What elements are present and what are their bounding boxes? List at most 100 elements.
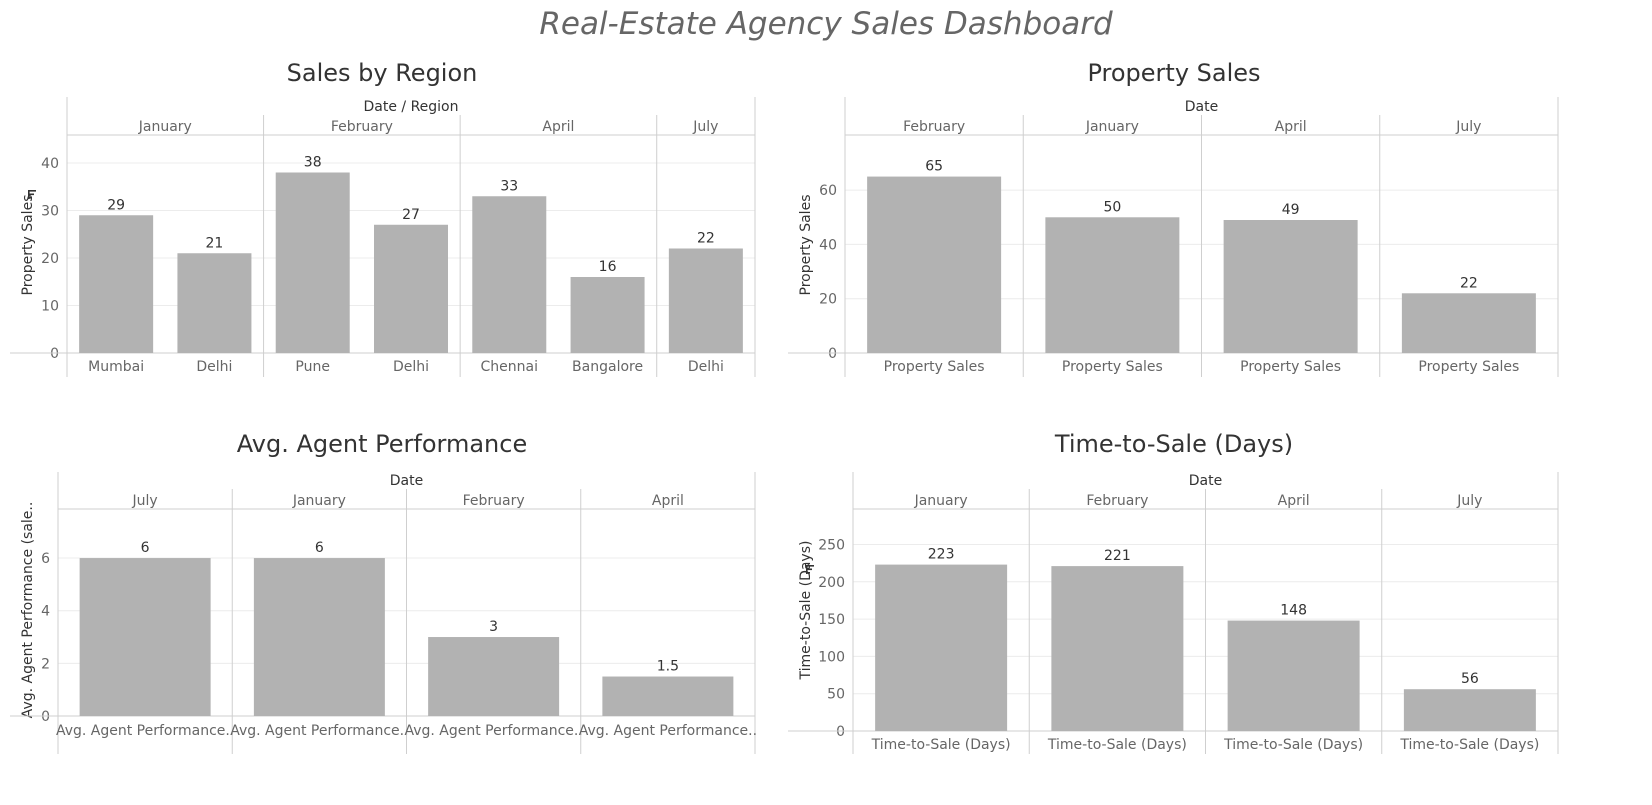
category-label: Delhi (688, 359, 724, 375)
column-header: Date (1189, 473, 1222, 489)
chart-title: Property Sales (1087, 59, 1260, 87)
bar (428, 637, 560, 716)
y-axis-label: Time-to-Sale (Days) (798, 541, 814, 681)
bar (875, 564, 1008, 731)
bar-value-label: 3 (489, 619, 498, 635)
chart-title: Time-to-Sale (Days) (1054, 430, 1293, 458)
bar-value-label: 16 (599, 259, 617, 275)
bar-value-label: 27 (402, 207, 420, 223)
bar (1401, 293, 1536, 353)
y-tick-label: 250 (818, 537, 845, 553)
sort-icon (806, 565, 814, 574)
y-tick-label: 200 (818, 575, 845, 591)
category-label: Time-to-Sale (Days) (1047, 737, 1187, 753)
category-label: Delhi (393, 359, 429, 375)
y-tick-label: 100 (818, 649, 845, 665)
bar-value-label: 22 (697, 231, 715, 247)
category-label: Time-to-Sale (Days) (871, 737, 1011, 753)
group-label: April (652, 493, 684, 509)
group-label: February (903, 119, 965, 135)
column-header: Date (390, 473, 423, 489)
category-label: Property Sales (1418, 359, 1519, 375)
bar-value-label: 56 (1461, 671, 1479, 687)
y-tick-label: 40 (819, 237, 837, 253)
group-label: January (138, 119, 192, 135)
category-label: Avg. Agent Performance.. (579, 723, 757, 739)
bar-value-label: 6 (141, 540, 150, 556)
category-label: Bangalore (572, 359, 643, 375)
category-label: Avg. Agent Performance.. (404, 723, 582, 739)
bar-value-label: 21 (206, 235, 224, 251)
chart-title: Sales by Region (287, 59, 478, 87)
bar (275, 172, 350, 353)
chart-svg: Property Sales Date 0 20 40 60 Property Sales F… (788, 59, 1559, 377)
y-tick-label: 60 (819, 183, 837, 199)
sort-icon-bar (806, 565, 808, 574)
category-label: Property Sales (884, 359, 985, 375)
bar (177, 253, 252, 353)
y-tick-label: 20 (819, 292, 837, 308)
sales-by-region-chart: Sales by Region Date / Region 0 10 20 30 40 Pro… (10, 55, 756, 385)
bar-value-label: 29 (107, 197, 125, 213)
dashboard-title: Real-Estate Agency Sales Dashboard (539, 6, 1113, 42)
sort-icon-bar (806, 565, 814, 567)
category-label: Chennai (481, 359, 538, 375)
bar (570, 277, 645, 353)
group-label: July (132, 493, 158, 509)
group-label: April (542, 119, 574, 135)
group-label: January (914, 493, 968, 509)
bar (668, 248, 743, 353)
y-tick-label: 40 (41, 156, 59, 172)
group-label: January (292, 493, 346, 509)
group-label: July (692, 119, 718, 135)
group-label: April (1278, 493, 1310, 509)
bar (374, 224, 448, 353)
y-axis-label: Property Sales (798, 195, 814, 296)
bar (79, 558, 211, 716)
property-sales-chart: Property Sales Date 0 20 40 60 Property Sales F… (788, 55, 1559, 385)
group-label: July (1455, 119, 1481, 135)
bar-value-label: 223 (928, 547, 955, 563)
column-header: Date / Region (363, 99, 458, 115)
y-axis-label: Avg. Agent Performance (sale.. (20, 502, 36, 719)
sort-icon-bar (28, 197, 32, 199)
bar (79, 215, 154, 353)
bar-value-label: 49 (1282, 202, 1300, 218)
y-tick-label: 30 (41, 204, 59, 220)
sort-icon-bar (806, 568, 812, 571)
bar (602, 676, 734, 716)
chart-title: Avg. Agent Performance (237, 430, 527, 458)
bar (1051, 566, 1184, 731)
bar-value-label: 33 (500, 178, 518, 194)
y-tick-label: 0 (836, 724, 845, 740)
y-tick-label: 6 (41, 551, 50, 567)
y-axis-label: Property Sales (20, 195, 36, 296)
y-tick-label: 50 (827, 687, 845, 703)
y-tick-label: 150 (818, 612, 845, 628)
category-label: Property Sales (1240, 359, 1341, 375)
bar (1227, 620, 1360, 731)
bar (472, 196, 547, 353)
bar-value-label: 22 (1460, 275, 1478, 291)
bar (867, 176, 1002, 353)
category-label: Time-to-Sale (Days) (1223, 737, 1363, 753)
bar (253, 558, 385, 716)
sort-icon-bar (806, 572, 810, 574)
chart-svg: Time-to-Sale (Days)Date050100150200250Ti… (788, 430, 1559, 754)
y-tick-label: 2 (41, 656, 50, 672)
sort-icon-bar (28, 190, 30, 199)
category-label: Time-to-Sale (Days) (1399, 737, 1539, 753)
chart-svg: Sales by Region Date / Region 0 10 20 30 40 Pro… (10, 59, 756, 377)
category-label: Avg. Agent Performance.. (56, 723, 234, 739)
bar-value-label: 65 (925, 159, 943, 175)
chart-svg: Avg. Agent Performance Date 0 2 4 6 Avg. Agent… (10, 430, 757, 754)
group-label: July (1456, 493, 1482, 509)
category-label: Delhi (196, 359, 232, 375)
bar-value-label: 148 (1280, 603, 1307, 619)
y-tick-label: 0 (828, 346, 837, 362)
sort-icon (28, 190, 36, 199)
bar-value-label: 6 (315, 540, 324, 556)
column-header: Date (1185, 99, 1218, 115)
group-label: April (1275, 119, 1307, 135)
category-label: Property Sales (1062, 359, 1163, 375)
